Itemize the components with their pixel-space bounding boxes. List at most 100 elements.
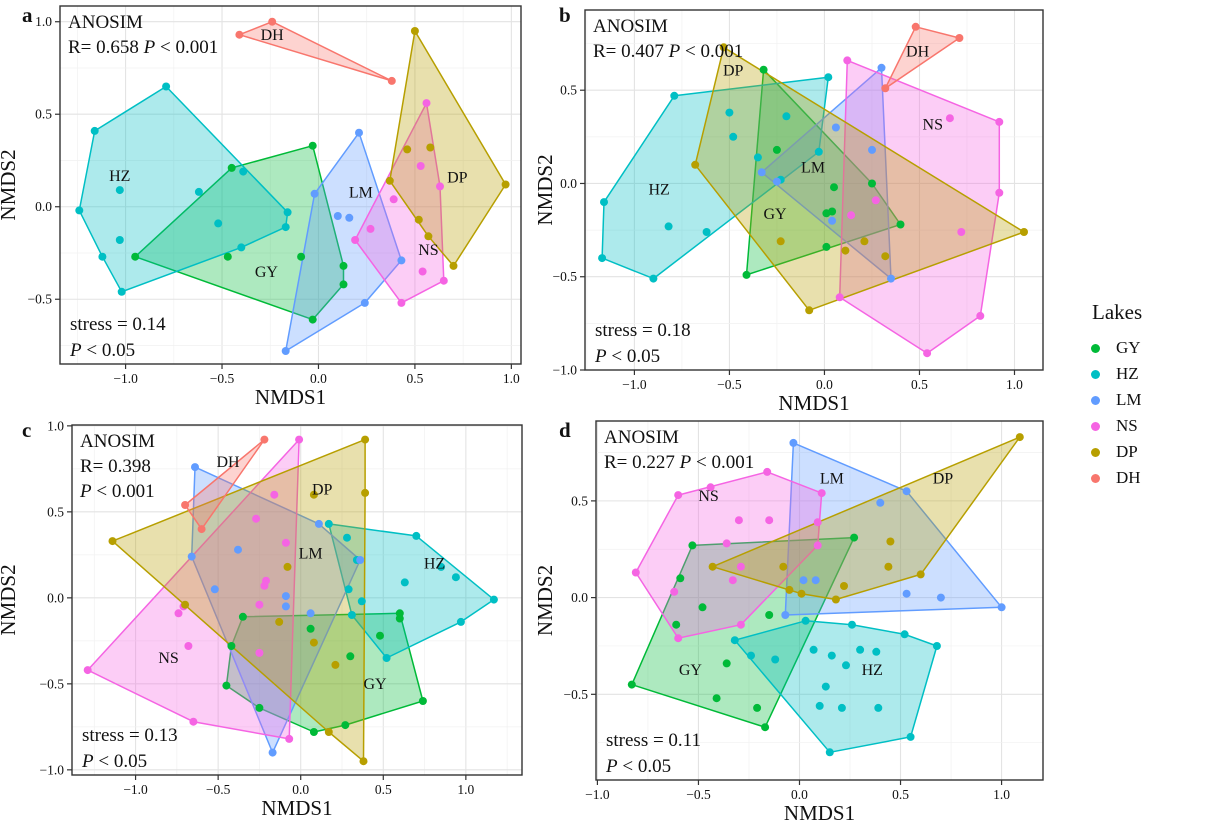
data-point-DP — [860, 237, 869, 246]
axis-title-y: NMDS2 — [537, 154, 557, 225]
data-point-NS — [436, 182, 444, 191]
axis-title-y: NMDS2 — [537, 565, 557, 636]
x-tick-label: 1.0 — [503, 371, 520, 386]
legend-item-DH: DH — [1082, 465, 1212, 491]
data-point-LM — [831, 123, 840, 132]
hull-DH — [184, 438, 266, 530]
data-point-NS — [817, 489, 826, 498]
lake-label-HZ: HZ — [424, 556, 445, 573]
data-point-LM — [306, 609, 315, 618]
data-point-GY — [131, 252, 140, 261]
data-point-HZ — [343, 533, 351, 542]
data-point-DP — [881, 252, 890, 261]
x-tick-label: 1.0 — [457, 782, 474, 797]
data-point-HZ — [729, 132, 738, 141]
stress-text: P < 0.05 — [81, 751, 147, 772]
data-point-HZ — [814, 147, 823, 156]
data-point-DP — [785, 585, 794, 594]
data-point-DH — [955, 34, 964, 42]
lake-label-HZ: HZ — [109, 168, 130, 185]
data-point-NS — [281, 538, 290, 547]
panel-letter: b — [559, 3, 571, 27]
data-point-LM — [876, 498, 885, 507]
data-point-HZ — [162, 82, 171, 91]
data-point-LM — [281, 602, 290, 611]
data-point-DP — [361, 435, 370, 444]
y-tick-label: −0.5 — [40, 676, 65, 691]
stress-text: stress = 0.11 — [606, 730, 701, 751]
lake-label-NS: NS — [698, 488, 718, 505]
data-point-NS — [674, 491, 683, 500]
data-point-LM — [828, 216, 837, 225]
data-point-LM — [936, 593, 945, 602]
data-point-LM — [997, 603, 1006, 612]
data-point-DP — [691, 160, 700, 169]
hull-DH — [884, 26, 961, 90]
data-point-HZ — [649, 274, 658, 283]
data-point-GY — [688, 541, 697, 550]
x-tick-label: 0.0 — [816, 377, 833, 392]
data-point-GY — [712, 694, 721, 703]
legend-title: Lakes — [1092, 300, 1143, 324]
data-point-GY — [255, 703, 264, 712]
x-tick-label: 0.5 — [911, 377, 928, 392]
data-point-GY — [676, 574, 685, 583]
legend-dot-HZ-icon — [1091, 369, 1100, 379]
legend-item-NS: NS — [1082, 413, 1212, 439]
data-point-NS — [813, 541, 822, 550]
data-point-LM — [811, 576, 820, 585]
x-tick-label: 0.5 — [375, 782, 392, 797]
data-point-DP — [424, 232, 433, 241]
data-point-HZ — [730, 636, 739, 645]
data-point-HZ — [932, 642, 941, 650]
legend-item-GY: GY — [1082, 335, 1212, 361]
data-point-NS — [847, 211, 856, 220]
lake-label-GY: GY — [763, 206, 787, 223]
stress-text: P < 0.05 — [69, 340, 135, 361]
lake-label-GY: GY — [679, 662, 703, 679]
data-point-NS — [843, 56, 852, 65]
data-point-GY — [698, 603, 707, 612]
data-point-HZ — [827, 651, 836, 660]
data-point-NS — [351, 236, 360, 244]
lake-label-DH: DH — [261, 27, 285, 44]
plot-background — [60, 6, 521, 364]
data-point-LM — [345, 213, 354, 222]
panel-letter: a — [22, 3, 33, 27]
y-tick-label: −0.5 — [553, 269, 578, 284]
x-tick-label: 1.0 — [1006, 377, 1023, 392]
data-point-HZ — [771, 655, 780, 664]
data-point-HZ — [848, 620, 856, 629]
data-point-DP — [275, 617, 284, 626]
data-point-GY — [896, 220, 905, 229]
data-point-GY — [672, 620, 681, 629]
legend-label-GY: GY — [1116, 338, 1141, 357]
data-point-LM — [902, 487, 911, 496]
axis-title-y: NMDS2 — [0, 149, 20, 220]
data-point-DP — [1015, 433, 1024, 442]
data-point-LM — [789, 438, 798, 447]
data-point-GY — [238, 612, 247, 621]
data-point-GY — [850, 533, 859, 542]
data-point-NS — [670, 587, 679, 596]
legend-label-DP: DP — [1116, 442, 1138, 461]
data-point-GY — [765, 611, 774, 619]
nmds-panel-d: GY HZ LM NS DP −1.0 −0.5 0.0 0.5 1.0 −0.5 0.0 0.5 NMD… — [537, 418, 1044, 825]
data-point-DP — [840, 582, 848, 590]
data-point-DP — [916, 570, 925, 579]
y-tick-label: −1.0 — [553, 363, 578, 378]
data-point-NS — [923, 349, 932, 358]
data-point-NS — [871, 196, 880, 205]
data-point-HZ — [824, 73, 833, 82]
x-tick-label: 0.0 — [791, 787, 808, 802]
legend-items: GY HZ LM NS DP DH — [1082, 335, 1212, 491]
data-point-LM — [356, 556, 365, 564]
data-point-NS — [728, 576, 737, 585]
data-point-HZ — [725, 108, 734, 117]
data-point-HZ — [412, 531, 421, 540]
data-point-HZ — [239, 167, 248, 176]
data-point-DP — [1020, 228, 1028, 236]
data-point-DP — [410, 27, 419, 35]
y-tick-label: 0.0 — [47, 590, 64, 605]
data-point-DH — [268, 17, 277, 26]
